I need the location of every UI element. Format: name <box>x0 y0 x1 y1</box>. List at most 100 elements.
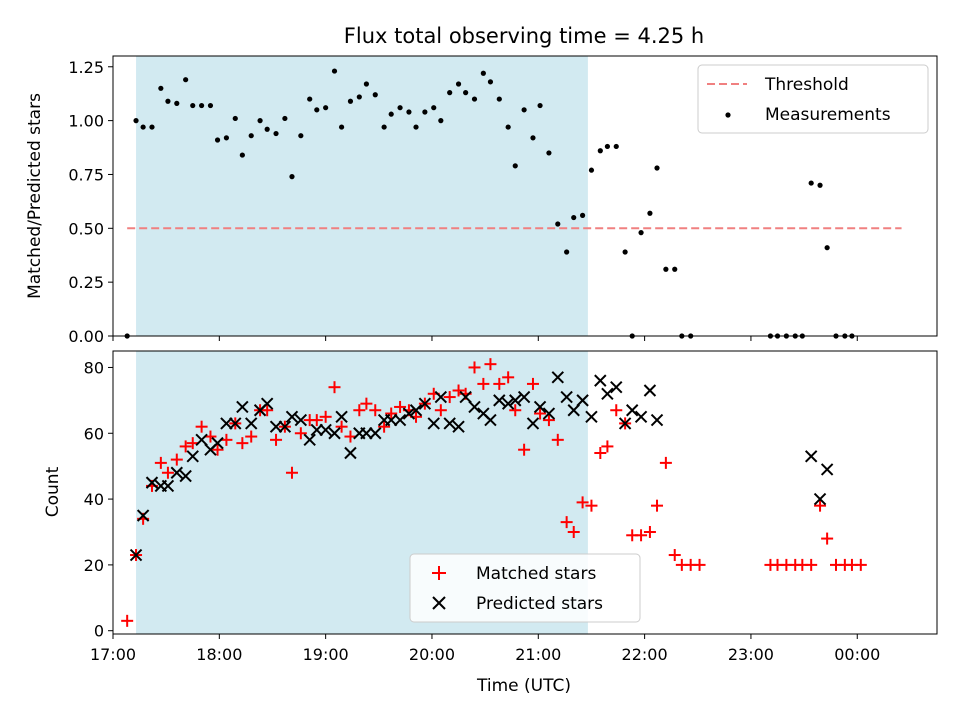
predicted-star-point <box>634 410 648 424</box>
measurement-point <box>537 102 543 109</box>
predicted-star-point <box>560 390 573 404</box>
measurements-legend-swatch <box>725 112 731 118</box>
measurement-point <box>183 77 189 83</box>
matched-star-point <box>854 558 867 571</box>
top-y-tick-label: 0.75 <box>68 165 104 184</box>
matched-star-point <box>335 420 348 433</box>
predicted-star-point <box>328 427 341 440</box>
matched-star-point <box>394 400 407 413</box>
measurement-point <box>480 70 486 76</box>
matched-star-point <box>195 420 208 433</box>
measurement-point <box>214 137 221 143</box>
predicted-star-point <box>468 400 481 414</box>
measurement-point <box>663 266 669 272</box>
predicted-star-point <box>526 417 540 430</box>
matched-star-point <box>477 377 490 390</box>
matched-star-point <box>310 414 323 427</box>
matched-star-point <box>369 404 382 417</box>
predicted-star-point <box>278 420 292 433</box>
measurement-point <box>496 96 502 102</box>
predicted-star-point <box>229 417 242 430</box>
measurement-point <box>289 174 295 180</box>
matched-legend-label: Matched stars <box>476 564 596 584</box>
measurement-point <box>207 102 214 109</box>
predicted-star-point <box>567 404 580 417</box>
predicted-star-point <box>360 427 373 440</box>
measurement-point <box>413 124 419 130</box>
top-plot-frame <box>112 55 938 337</box>
measurement-point <box>571 214 577 221</box>
x-axis-label: Time (UTC) <box>476 676 571 696</box>
matched-star-point <box>154 456 167 469</box>
measurement-point <box>199 102 205 109</box>
measurement-point <box>638 230 644 236</box>
measurement-point <box>604 143 611 150</box>
matched-star-point <box>518 443 531 456</box>
predicted-star-point <box>501 397 515 410</box>
measurement-point <box>817 182 823 188</box>
bottom-x-axis-ticks: 17:00 18:00 19:00 20:00 21:00 22:00 23:00 00:00 <box>90 634 880 664</box>
predicted-star-point <box>285 410 299 424</box>
measurement-point <box>406 109 412 115</box>
measurement-point <box>248 133 254 139</box>
matched-star-point <box>659 456 672 469</box>
top-y-tick-label: 0.00 <box>68 327 104 346</box>
predicted-star-point <box>551 371 564 384</box>
measurement-point <box>530 135 536 141</box>
measurement-point <box>824 245 830 251</box>
matched-star-point <box>170 453 183 466</box>
matched-star-point <box>576 496 589 509</box>
matched-star-point <box>601 440 614 453</box>
predicted-star-point <box>601 387 614 400</box>
matched-star-point <box>610 404 623 417</box>
predicted-stars-points <box>129 371 834 562</box>
bottom-y-tick-label: 20 <box>84 556 104 575</box>
predicted-star-point <box>145 476 159 489</box>
top-legend-box <box>697 64 929 134</box>
x-tick-label: 22:00 <box>622 645 668 664</box>
x-tick-label: 18:00 <box>196 645 242 664</box>
measurement-point <box>447 90 453 96</box>
matched-star-point <box>161 466 174 479</box>
predicted-star-point <box>136 509 150 522</box>
bottom-legend: Matched stars Predicted stars <box>409 553 641 623</box>
top-y-tick-label: 0.50 <box>68 219 104 238</box>
matched-star-point <box>484 358 497 371</box>
top-legend: Threshold Measurements <box>697 64 929 134</box>
measurement-point <box>174 100 180 106</box>
predicted-star-point <box>585 410 598 424</box>
predicted-star-point <box>393 413 407 427</box>
matched-star-point <box>668 549 681 562</box>
top-shaded-interval <box>136 56 588 336</box>
matched-star-point <box>567 525 580 538</box>
matched-star-point <box>651 499 664 512</box>
predicted-star-point <box>344 446 357 460</box>
predicted-star-point <box>260 397 274 410</box>
predicted-star-point <box>484 413 497 427</box>
matched-star-point <box>179 440 192 453</box>
predicted-star-point <box>294 413 308 427</box>
matched-star-point <box>493 377 506 390</box>
top-y-tick-label: 1.25 <box>68 58 104 77</box>
matched-star-point <box>294 427 307 440</box>
measurement-point <box>363 81 370 87</box>
predicted-star-point <box>610 380 623 394</box>
matched-star-point <box>261 404 274 417</box>
matched-star-point <box>434 404 447 417</box>
measurement-point <box>438 118 444 124</box>
measurement-point <box>190 102 196 109</box>
measurement-point <box>257 118 263 124</box>
predicted-star-point <box>385 413 398 427</box>
matched-legend-swatch <box>432 566 446 580</box>
predicted-star-point <box>303 433 316 447</box>
matched-star-point <box>236 437 249 450</box>
predicted-star-point <box>179 469 192 483</box>
predicted-star-point <box>269 420 283 433</box>
predicted-star-point <box>820 463 834 476</box>
matched-star-point <box>643 525 656 538</box>
measurement-point <box>331 68 338 74</box>
predicted-star-point <box>236 400 249 414</box>
x-tick-label: 19:00 <box>303 645 349 664</box>
matched-star-point <box>526 377 539 390</box>
